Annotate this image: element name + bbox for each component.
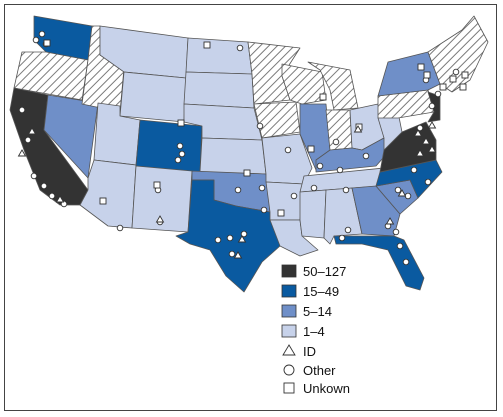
map-legend: 50–127 15–49 5–14 1–4 ID Other Unkown xyxy=(281,264,350,396)
legend-swatch-50-127 xyxy=(281,264,297,278)
state-CO xyxy=(135,119,203,173)
other-markers xyxy=(18,30,460,266)
legend-label-unknown: Unkown xyxy=(303,381,350,396)
legend-circle-icon xyxy=(283,364,295,376)
state-IA xyxy=(253,101,301,139)
state-KS xyxy=(199,137,267,175)
legend-label-15-49: 15–49 xyxy=(303,284,339,299)
state-NY xyxy=(377,51,441,97)
legend-label-other: Other xyxy=(303,363,336,378)
id-markers xyxy=(17,121,437,259)
legend-swatch-1-4 xyxy=(281,324,297,338)
state-SD xyxy=(183,71,255,109)
legend-label-50-127: 50–127 xyxy=(303,264,346,279)
legend-triangle-icon xyxy=(282,344,296,356)
state-WY xyxy=(119,71,187,123)
state-AR xyxy=(265,181,305,221)
legend-label-id: ID xyxy=(303,344,316,359)
legend-swatch-5-14 xyxy=(281,304,297,318)
state-IN xyxy=(325,109,353,151)
state-ND xyxy=(185,37,253,75)
legend-label-1-4: 1–4 xyxy=(303,324,325,339)
legend-label-5-14: 5–14 xyxy=(303,304,332,319)
legend-square-icon xyxy=(283,382,295,394)
state-FL xyxy=(333,235,425,291)
legend-swatch-15-49 xyxy=(281,284,297,298)
state-MS xyxy=(299,189,327,239)
